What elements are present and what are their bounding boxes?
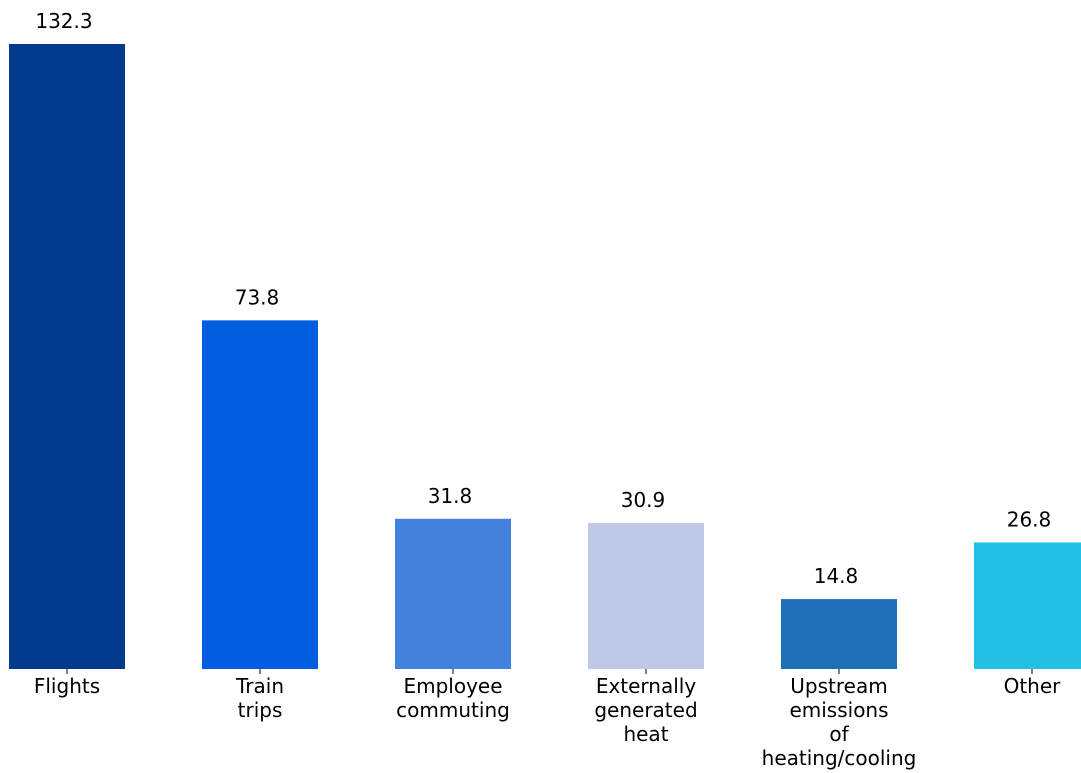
bar-value-label: 26.8	[1007, 507, 1052, 531]
bar	[395, 518, 511, 669]
bar	[202, 320, 318, 669]
x-tick-label: emissions	[789, 698, 888, 722]
bar-value-label: 14.8	[814, 564, 859, 588]
bars-group	[9, 44, 1081, 669]
bar-value-label: 31.8	[428, 484, 473, 508]
x-tick-label: Externally	[596, 674, 697, 698]
bar	[974, 542, 1081, 669]
x-tick-label: heating/cooling	[762, 746, 917, 770]
x-ticks-group	[66, 669, 1033, 674]
x-tick-label: of	[829, 722, 849, 746]
bar	[9, 44, 125, 669]
bar	[588, 523, 704, 669]
x-tick-label: commuting	[396, 698, 510, 722]
bar-value-label: 30.9	[621, 488, 666, 512]
x-tick-label: generated	[594, 698, 697, 722]
x-tick-label: Employee	[403, 674, 502, 698]
x-tick-label: Other	[1004, 674, 1062, 698]
x-tick-label: Flights	[34, 674, 100, 698]
x-tick-label: Train	[235, 674, 284, 698]
x-tick-label: heat	[623, 722, 668, 746]
bar-value-label: 73.8	[235, 285, 280, 309]
x-tick-label: Upstream	[790, 674, 887, 698]
x-tick-label: trips	[238, 698, 283, 722]
bar	[781, 599, 897, 669]
value-labels-group: 132.3 73.8 31.8 30.9 14.8 26.8	[35, 9, 1051, 588]
bar-value-label: 132.3	[35, 9, 92, 33]
